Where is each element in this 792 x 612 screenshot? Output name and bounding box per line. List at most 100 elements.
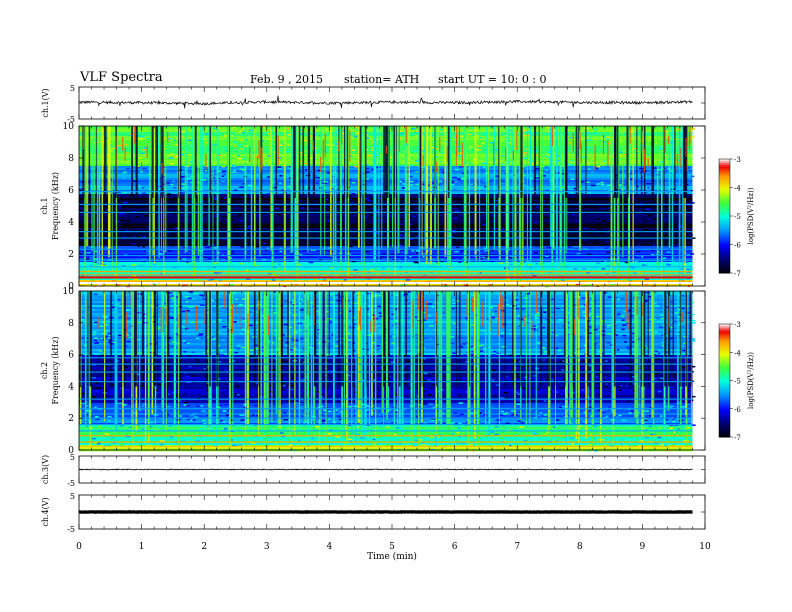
ch1-spectrogram-texture: [619, 155, 624, 157]
ch1-spectrogram-texture: [299, 262, 304, 265]
ch1-spectrogram-texture: [488, 165, 492, 167]
ch1-spectrogram-texture: [267, 138, 271, 140]
ch1-spectrogram-texture: [658, 272, 662, 274]
ch1-spectrogram-texture: [568, 160, 573, 162]
ch1-spectrogram-texture: [263, 175, 268, 177]
ch1-spectrogram-sferic: [506, 126, 509, 286]
ch1-spectrogram-texture: [229, 135, 234, 137]
ch1-spectrogram-hot-streak: [277, 135, 279, 166]
ch2-spectrogram-texture: [141, 405, 145, 407]
ch1-spectrogram-texture: [560, 173, 565, 175]
ch2-spectrogram-texture: [234, 351, 239, 354]
ch1-spectrogram-texture: [523, 152, 528, 154]
ch1-spectrogram-texture: [238, 148, 244, 150]
ch1-spectrogram-texture: [377, 140, 382, 142]
ch2-spectrogram-texture: [422, 388, 427, 390]
ch2-spectrogram-texture: [395, 409, 398, 412]
ch1-spectrogram-texture: [317, 169, 321, 172]
ch1-spectrogram-texture: [135, 215, 139, 218]
ch2-spectrogram-texture: [638, 293, 641, 295]
ch2-spectrogram-texture: [91, 375, 95, 377]
ch1-spectrogram-texture: [453, 217, 457, 220]
ch1-spectrogram-texture: [168, 250, 172, 253]
ch1-spectrogram-texture: [317, 176, 321, 179]
ch2-spectrogram-texture: [442, 422, 446, 424]
ch1-spectrogram-colorbar-cell: [719, 263, 730, 266]
ch2-spectrogram-texture: [680, 349, 684, 352]
ch2-spectrogram-texture: [201, 410, 206, 412]
ch1-spectrogram-texture: [608, 281, 611, 283]
ch2-spectrogram-texture: [124, 317, 130, 320]
ch2-spectrogram-texture: [162, 352, 167, 354]
ch1-spectrogram-row: [79, 232, 693, 235]
ch1-spectrogram-texture: [468, 162, 473, 164]
ch1-spectrogram-texture: [171, 200, 174, 203]
ch2-spectrogram-texture: [619, 442, 623, 444]
ch1-spectrogram-texture: [585, 163, 590, 165]
ch2-spectrogram-texture: [492, 369, 496, 371]
ch1-spectrogram-texture: [103, 244, 108, 247]
ch1-spectrogram-texture: [409, 154, 413, 156]
ch1-spectrogram-texture: [84, 136, 88, 139]
ch2-spectrogram-texture: [378, 389, 381, 391]
ch1-spectrogram-texture: [303, 250, 307, 252]
ch1-spectrogram-texture: [426, 152, 431, 154]
ch1-spectrogram-texture: [332, 142, 336, 145]
ch1-spectrogram-colorbar-cell: [719, 210, 730, 213]
ch2-spectrogram-texture: [202, 298, 206, 300]
ch2-spectrogram-texture: [571, 443, 574, 445]
ch2-spectrogram-texture: [413, 439, 419, 442]
ch1-spectrogram-texture: [400, 159, 404, 161]
ch1-spectrogram-sferic: [671, 126, 674, 269]
ch2-spectrogram-row: [79, 385, 693, 388]
ch1-spectrogram-texture: [172, 172, 175, 174]
ch1-spectrogram-texture: [365, 167, 370, 170]
ch1-spectrogram-texture: [163, 148, 167, 150]
ch1-spectrogram-texture: [315, 189, 319, 191]
ch1-spectrogram-texture: [94, 228, 98, 230]
ch1-spectrogram-hot-streak: [82, 126, 84, 150]
ch2-spectrogram-texture: [330, 293, 334, 296]
ch1-spectrogram-texture: [351, 192, 356, 195]
ch2-spectrogram-texture: [680, 295, 685, 297]
ch1-spectrogram-texture: [116, 188, 122, 190]
ch1-spectrogram-texture: [347, 198, 352, 200]
ch1-spectrogram-texture: [646, 192, 651, 194]
ch2-spectrogram-texture: [233, 396, 238, 399]
ch2-spectrogram-texture: [155, 405, 160, 408]
ch1-spectrogram-texture: [345, 230, 348, 232]
ch1-spectrogram-sferic: [373, 126, 376, 270]
ch1-spectrogram-hot-streak: [458, 126, 461, 155]
ch1-spectrogram-row: [79, 220, 693, 223]
ch1-spectrogram-texture: [247, 167, 251, 169]
ch1-spectrogram-texture: [577, 197, 581, 199]
ch2-spectrogram-texture: [390, 361, 395, 363]
ch2-spectrogram-row: [79, 313, 693, 316]
ch1-spectrogram-texture: [618, 146, 622, 148]
ch1-spectrogram-texture: [437, 180, 443, 183]
ch2-spectrogram-row: [79, 405, 693, 408]
ch2-spectrogram-texture: [180, 385, 184, 388]
ch1-spectrogram-texture: [142, 149, 147, 151]
ch2-spectrogram-texture: [107, 341, 111, 343]
ch1-spectrogram-ytick-label: 6: [68, 186, 74, 196]
ch2-spectrogram-texture: [334, 345, 339, 347]
ch1-spectrogram-texture: [273, 261, 279, 263]
ch2-spectrogram-texture: [441, 377, 446, 380]
ch2-spectrogram-texture: [197, 334, 203, 337]
ch1-spectrogram-texture: [607, 142, 613, 145]
ch1-spectrogram-texture: [111, 202, 117, 204]
ch1-spectrogram-texture: [461, 145, 465, 147]
ch1-spectrogram-texture: [453, 189, 457, 191]
ch2-spectrogram-texture: [318, 362, 322, 364]
ch1-spectrogram-texture: [661, 227, 666, 229]
ch1-spectrogram-texture: [364, 216, 369, 219]
ch2-spectrogram-texture: [669, 427, 674, 430]
ch2-spectrogram-texture: [428, 303, 432, 306]
ch1-spectrogram-texture: [435, 256, 439, 259]
ch1-spectrogram-texture: [355, 129, 360, 131]
ch1-spectrogram-texture: [207, 279, 212, 281]
ch1-spectrogram-texture: [214, 218, 218, 220]
ch2-spectrogram-texture: [188, 306, 194, 308]
ch2-spectrogram-texture: [679, 325, 685, 328]
